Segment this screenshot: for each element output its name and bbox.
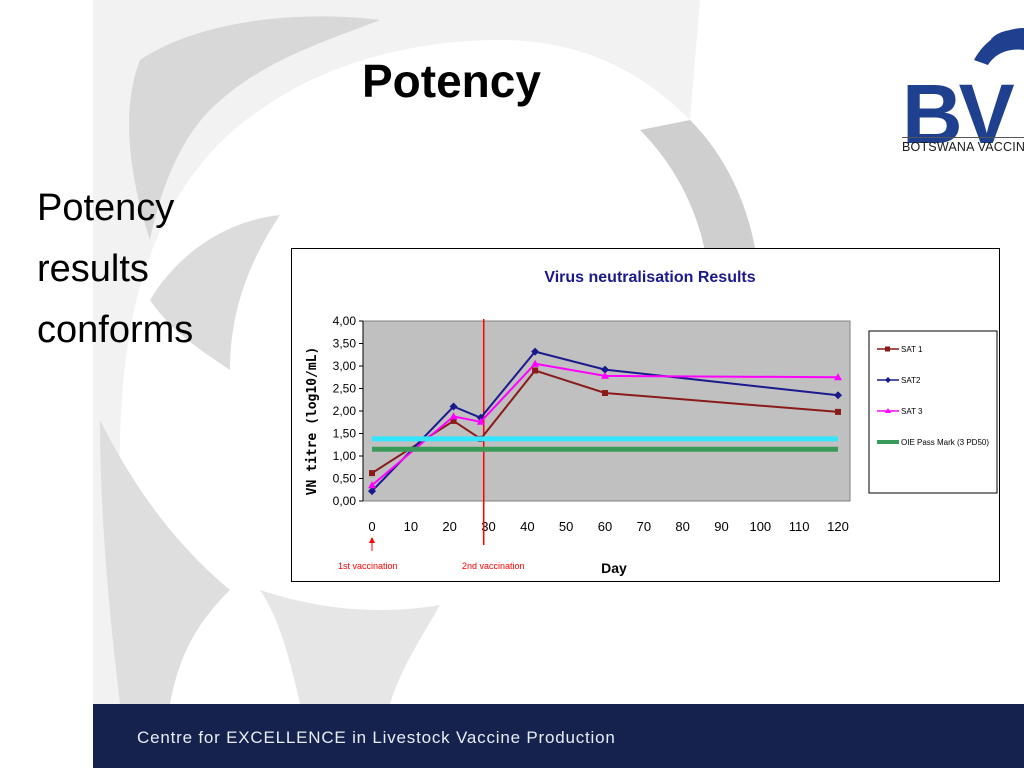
x-tick-label: 90 bbox=[714, 519, 728, 534]
data-point bbox=[531, 347, 540, 356]
legend-label: SAT 1 bbox=[901, 345, 923, 354]
x-tick-label: 50 bbox=[559, 519, 573, 534]
chart-container: Virus neutralisation Results 0,00 0,50 1,00… bbox=[291, 248, 1000, 582]
x-tick-label: 20 bbox=[442, 519, 456, 534]
x-tick-label: 10 bbox=[404, 519, 418, 534]
y-tick-label: 3,50 bbox=[333, 337, 357, 351]
data-point bbox=[835, 408, 841, 415]
data-point bbox=[368, 481, 376, 489]
data-point bbox=[369, 470, 375, 477]
legend-marker bbox=[885, 346, 890, 352]
x-tick-label: 100 bbox=[749, 519, 771, 534]
x-axis-label: Day bbox=[601, 560, 627, 576]
data-point bbox=[368, 487, 376, 496]
data-point bbox=[601, 371, 609, 379]
x-tick-label: 60 bbox=[598, 519, 612, 534]
y-tick-label: 4,00 bbox=[333, 314, 357, 328]
x-tick-label: 80 bbox=[675, 519, 689, 534]
series-line bbox=[371, 369, 839, 474]
legend-marker bbox=[885, 408, 891, 413]
x-tick-label: 70 bbox=[637, 519, 651, 534]
x-tick-label: 30 bbox=[481, 519, 495, 534]
body-line: results bbox=[37, 248, 149, 290]
body-text: Potency results conforms bbox=[37, 178, 193, 361]
bvi-logo: BV BOTSWANA VACCINE bbox=[896, 20, 1024, 165]
vaccination-label: 2nd vaccination bbox=[462, 561, 525, 571]
vaccination-label: 1st vaccination bbox=[338, 561, 398, 571]
plot-area bbox=[362, 320, 851, 502]
legend-label: SAT 3 bbox=[901, 407, 923, 416]
series-line bbox=[371, 362, 839, 487]
y-tick-label: 1,50 bbox=[333, 427, 357, 441]
data-point bbox=[449, 402, 458, 411]
x-tick-label: 110 bbox=[789, 519, 810, 534]
legend-label: OIE Pass Mark (3 PD50) bbox=[901, 438, 989, 447]
data-point bbox=[834, 373, 842, 381]
data-point bbox=[476, 417, 485, 425]
y-tick-label: 0,50 bbox=[333, 472, 357, 486]
slide-title: Potency bbox=[362, 55, 541, 107]
y-tick-label: 2,00 bbox=[333, 404, 357, 418]
data-point bbox=[532, 367, 539, 374]
x-tick-label: 120 bbox=[827, 519, 849, 534]
logo-tagline: BOTSWANA VACCINE bbox=[902, 140, 1024, 154]
footer-text: Centre for EXCELLENCE in Livestock Vacci… bbox=[137, 728, 616, 747]
x-tick-label: 40 bbox=[520, 519, 534, 534]
y-axis-label: VN titre (log10/mL) bbox=[305, 347, 320, 496]
x-tick-label: 0 bbox=[368, 519, 375, 534]
legend-marker bbox=[885, 377, 891, 383]
logo-divider bbox=[902, 137, 1024, 138]
y-tick-label: 3,00 bbox=[333, 359, 357, 373]
buffalo-icon bbox=[974, 28, 1024, 65]
y-tick-label: 1,00 bbox=[333, 449, 357, 463]
footer-bar: Centre for EXCELLENCE in Livestock Vacci… bbox=[93, 704, 1024, 768]
legend-label: SAT2 bbox=[901, 376, 921, 385]
logo-letters: BV bbox=[902, 67, 1015, 161]
data-point bbox=[602, 390, 608, 396]
data-point bbox=[450, 417, 457, 424]
chart-title: Virus neutralisation Results bbox=[544, 269, 755, 286]
data-point bbox=[531, 359, 540, 367]
data-point bbox=[449, 412, 458, 420]
vaccination-arrow-head bbox=[369, 537, 375, 543]
data-point bbox=[601, 365, 609, 374]
y-tick-label: 0,00 bbox=[333, 494, 357, 508]
series-line bbox=[371, 350, 839, 492]
data-point bbox=[834, 391, 842, 400]
body-line: conforms bbox=[37, 309, 194, 351]
y-tick-label: 2,50 bbox=[333, 382, 357, 396]
body-line: Potency bbox=[37, 187, 175, 229]
line-chart: Virus neutralisation Results 0,00 0,50 1,00… bbox=[305, 269, 998, 576]
